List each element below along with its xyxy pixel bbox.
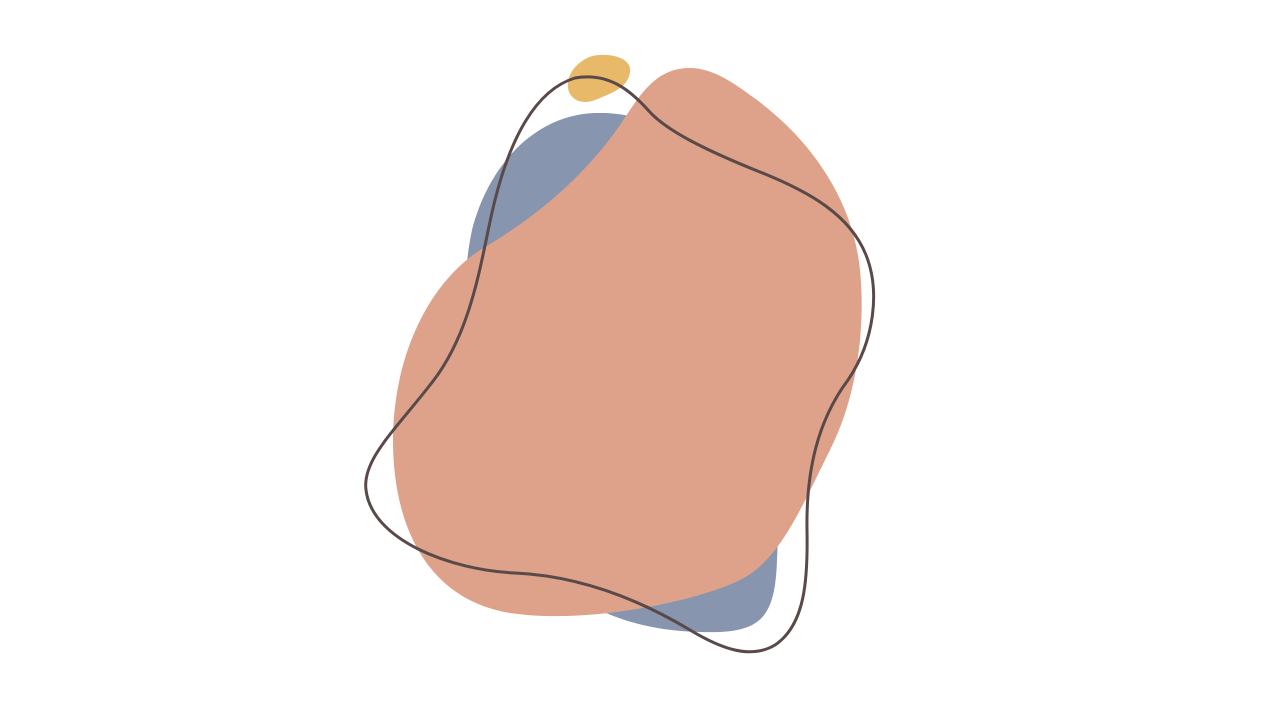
peach-blob xyxy=(393,68,862,617)
outline-loop xyxy=(364,75,876,654)
